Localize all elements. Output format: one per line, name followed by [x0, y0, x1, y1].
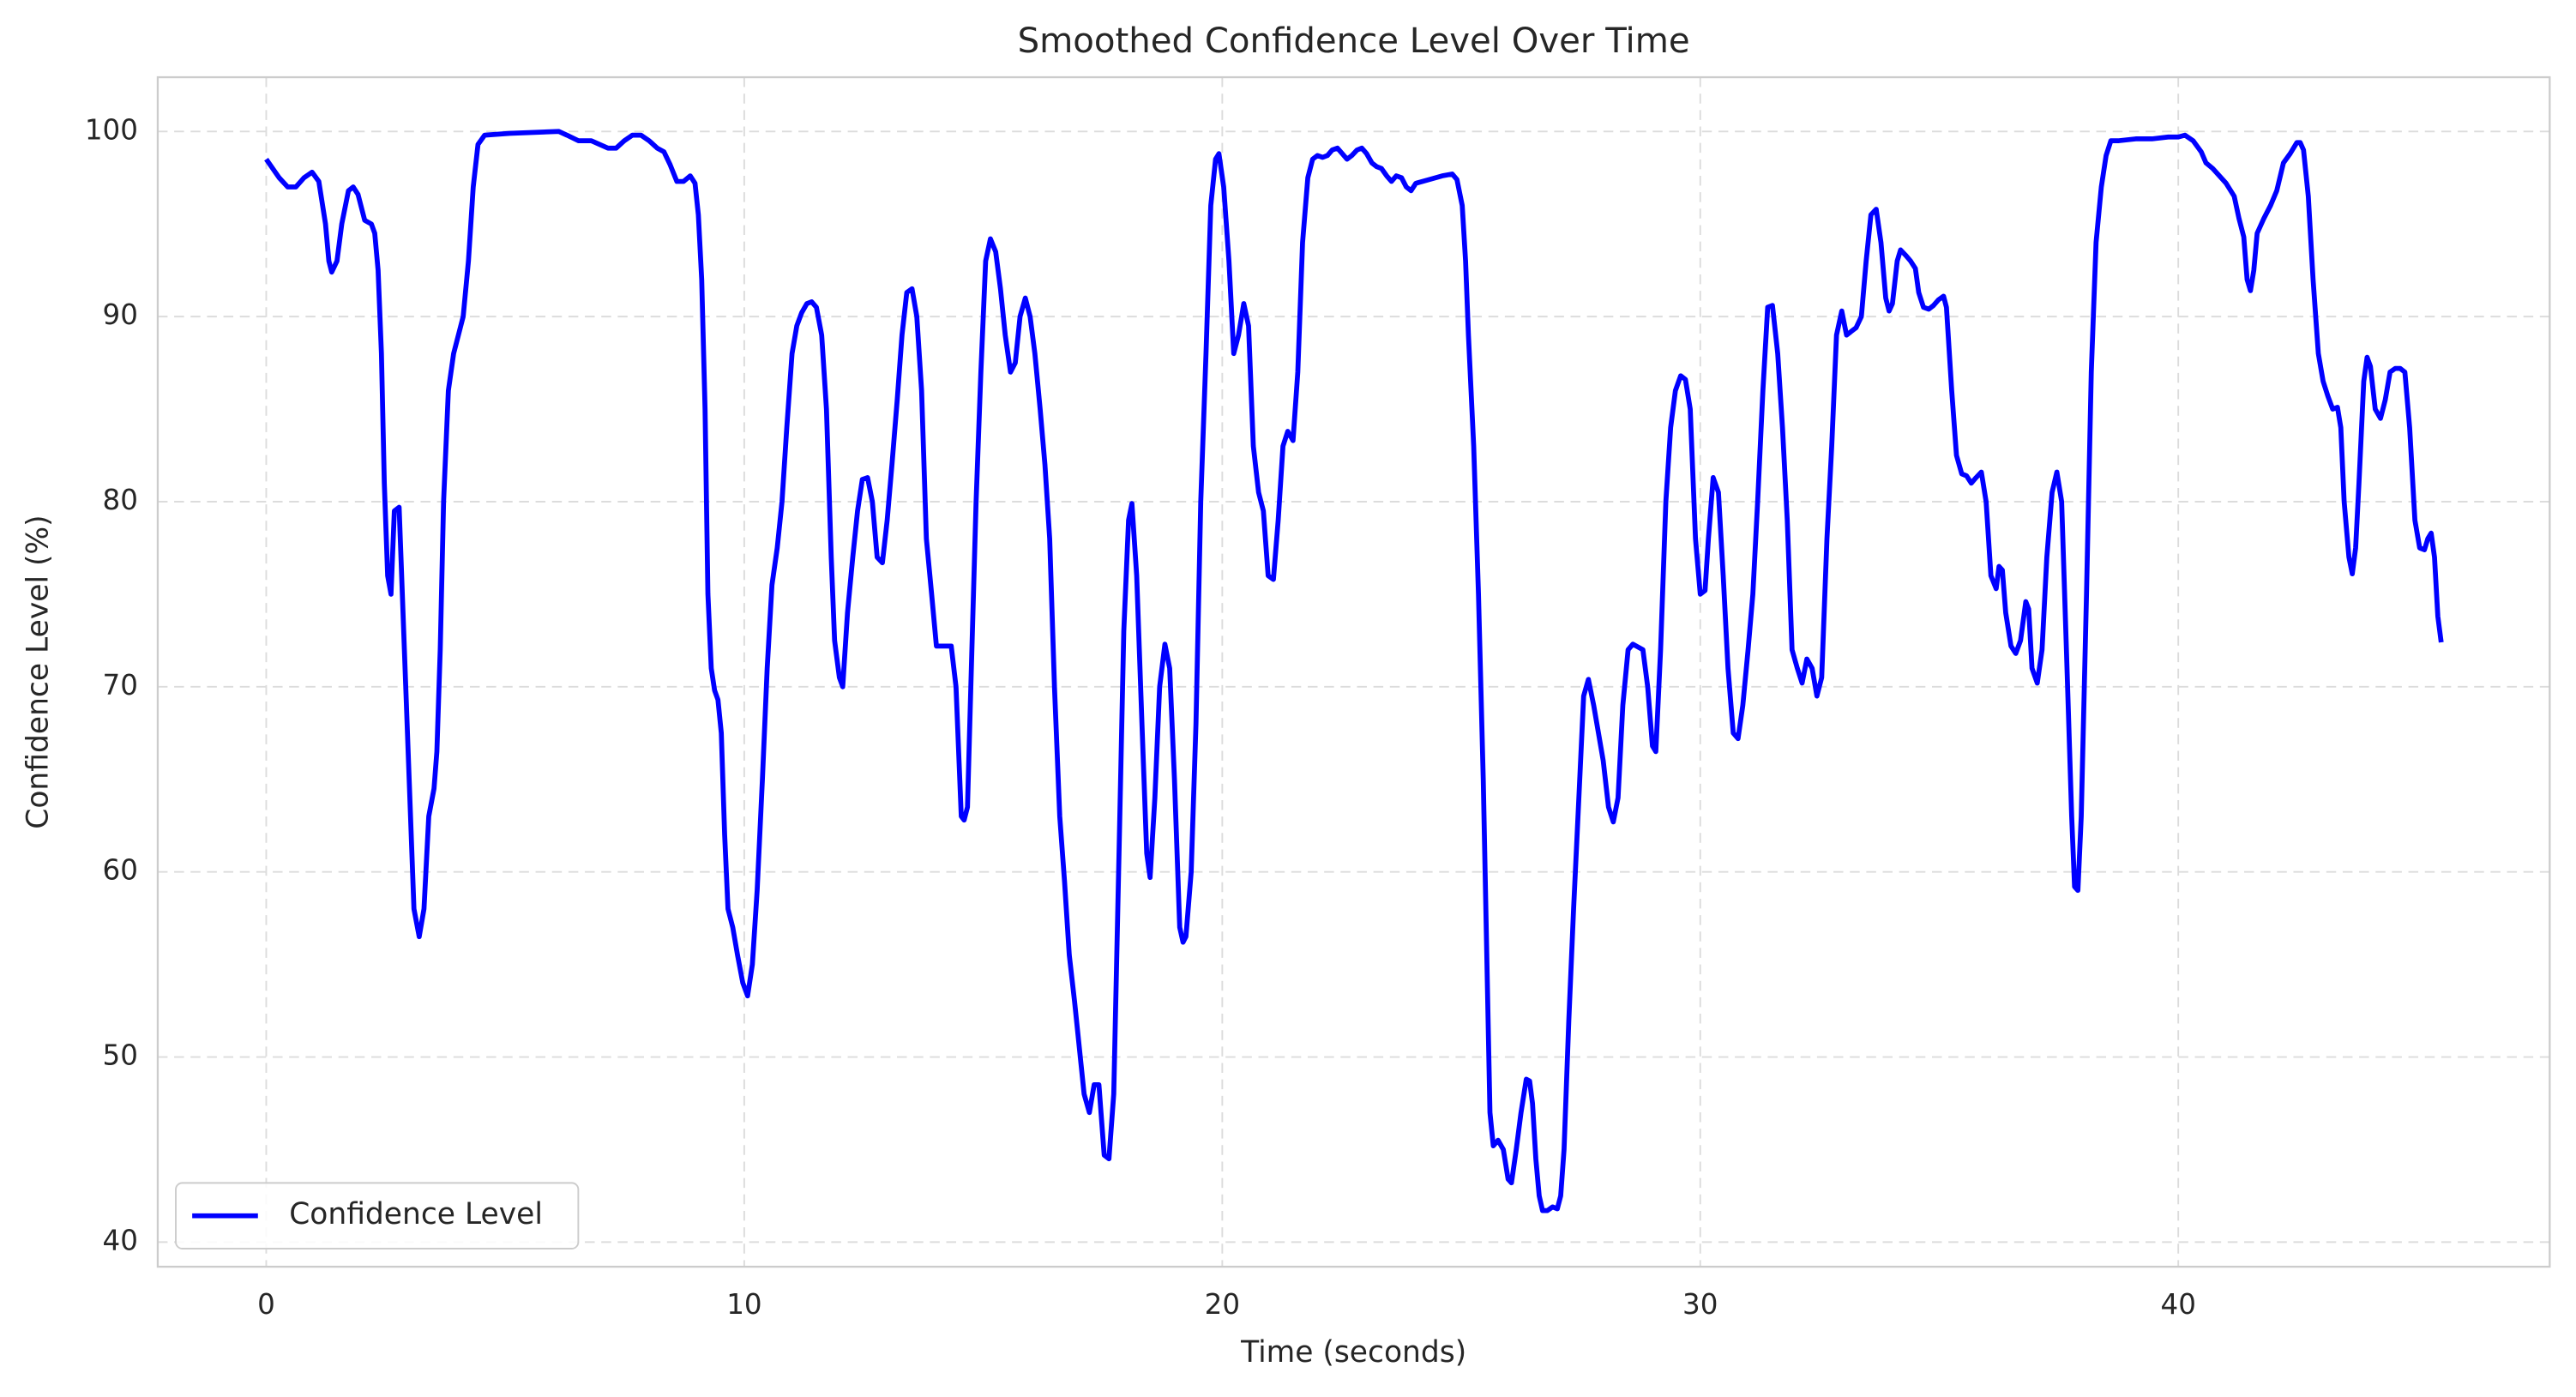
x-tick-label: 10 — [726, 1288, 761, 1321]
y-tick-label: 100 — [85, 113, 138, 146]
y-tick-label: 40 — [103, 1224, 138, 1256]
chart-title: Smoothed Confidence Level Over Time — [1018, 21, 1690, 61]
data-line — [264, 129, 2444, 1213]
x-tick-label: 0 — [257, 1288, 275, 1321]
plot-frame — [156, 75, 2551, 1268]
x-tick-label: 40 — [2160, 1288, 2195, 1321]
y-tick-label: 70 — [103, 669, 138, 702]
legend-label: Confidence Level — [289, 1197, 543, 1231]
y-tick-label: 50 — [103, 1039, 138, 1072]
x-tick-label: 20 — [1205, 1288, 1240, 1321]
x-tick-label: 30 — [1682, 1288, 1718, 1321]
x-axis-label: Time (seconds) — [1240, 1335, 1466, 1370]
y-tick-label: 80 — [103, 484, 138, 516]
legend-box — [175, 1182, 580, 1249]
y-tick-label: 90 — [103, 298, 138, 331]
y-tick-label: 60 — [103, 854, 138, 887]
y-axis-label: Confidence Level (%) — [21, 515, 55, 828]
